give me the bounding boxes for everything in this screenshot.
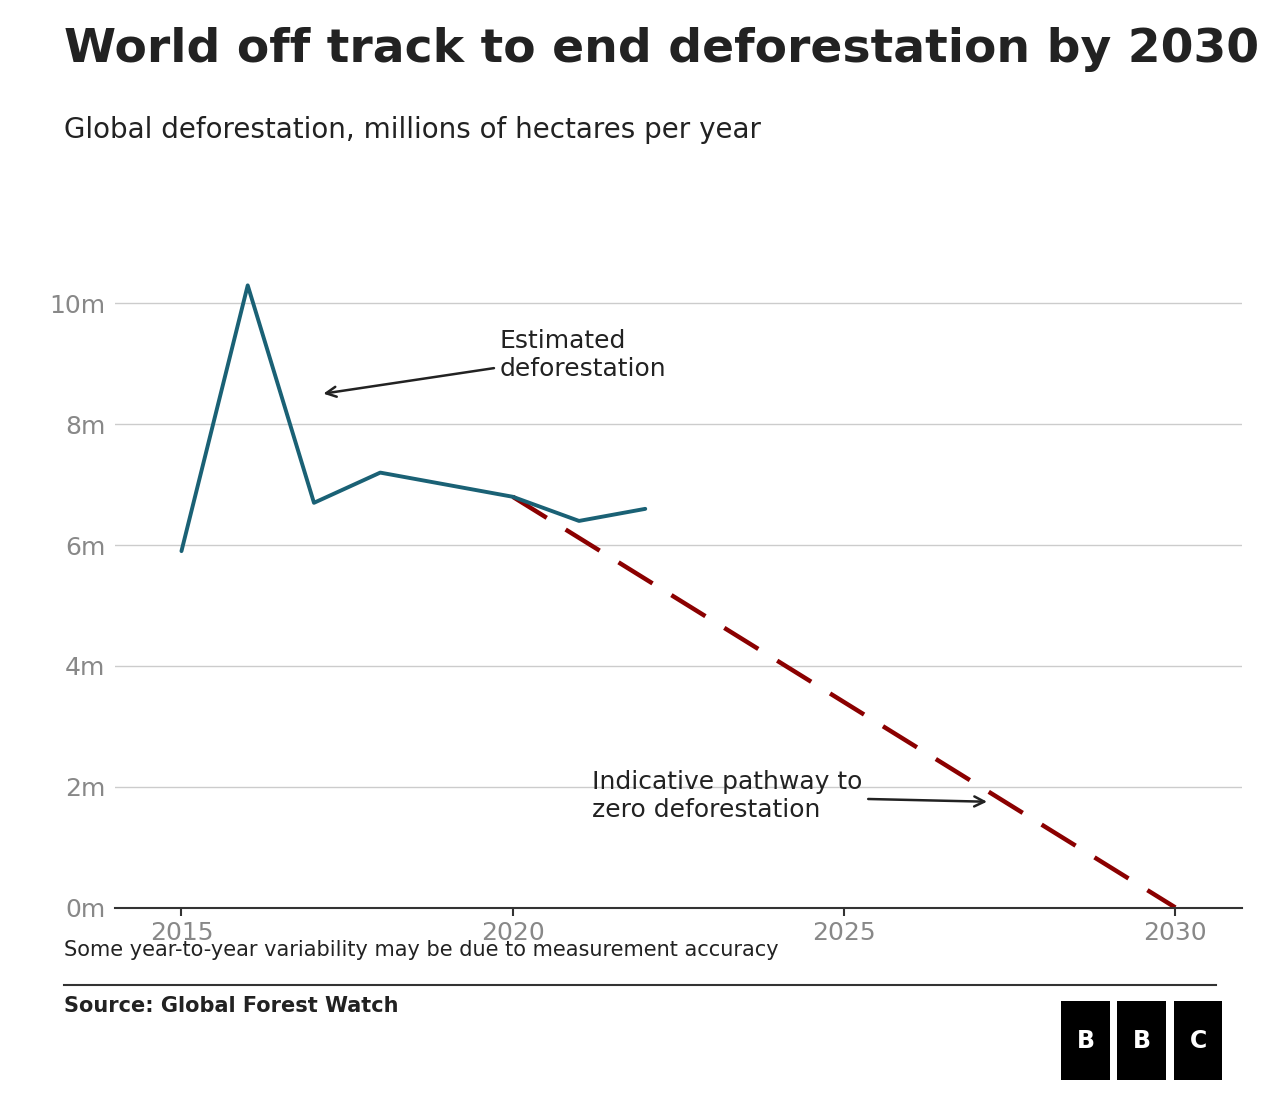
Text: Indicative pathway to
zero deforestation: Indicative pathway to zero deforestation	[593, 770, 984, 822]
Text: Estimated
deforestation: Estimated deforestation	[326, 329, 666, 397]
Text: B: B	[1076, 1028, 1094, 1053]
Text: World off track to end deforestation by 2030: World off track to end deforestation by …	[64, 28, 1260, 73]
Text: C: C	[1189, 1028, 1207, 1053]
Text: Global deforestation, millions of hectares per year: Global deforestation, millions of hectar…	[64, 116, 762, 143]
Text: B: B	[1133, 1028, 1151, 1053]
Text: Some year-to-year variability may be due to measurement accuracy: Some year-to-year variability may be due…	[64, 940, 778, 960]
Text: Source: Global Forest Watch: Source: Global Forest Watch	[64, 996, 398, 1015]
